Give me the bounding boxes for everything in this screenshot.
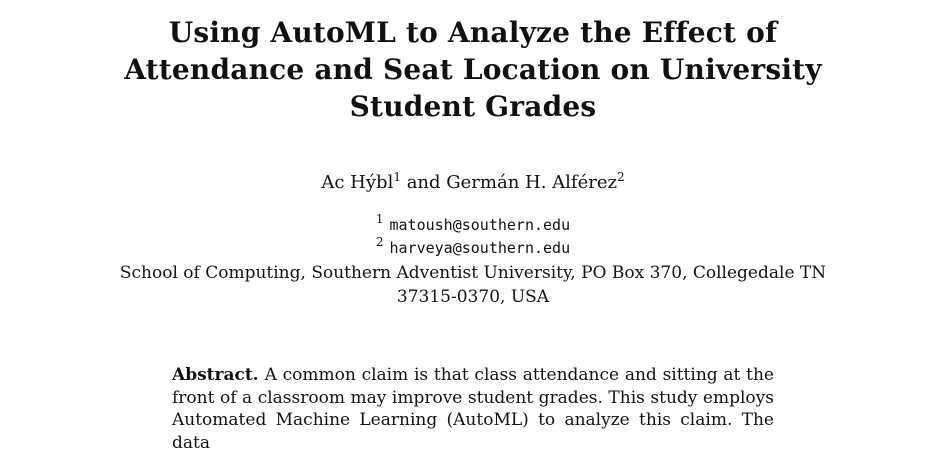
author-affiliation-mark-1: 1 (393, 170, 401, 184)
title-line-1: Using AutoML to Analyze the Effect of (168, 16, 778, 49)
email-mark-2: 2 (375, 235, 384, 249)
author-emails: 1 matoush@southern.edu 2 harveya@southern.… (0, 212, 946, 260)
abstract: Abstract. A common claim is that class at… (172, 364, 774, 454)
abstract-label: Abstract. (172, 365, 259, 385)
abstract-text: A common claim is that class attendance … (172, 365, 774, 453)
email-address-2[interactable]: harveya@southern.edu (389, 239, 571, 257)
author-name-2: Germán H. Alférez (446, 172, 617, 193)
author-conjunction: and (400, 172, 447, 193)
author-list: Ac Hýbl1 and Germán H. Alférez2 (0, 171, 946, 195)
title-line-3: Student Grades (349, 90, 597, 123)
affiliation: School of Computing, Southern Adventist … (119, 263, 827, 307)
author-name-1: Ac Hýbl (321, 172, 394, 193)
title-line-2: Attendance and Seat Location on Universi… (124, 53, 822, 86)
email-line-1: 1 matoush@southern.edu (0, 212, 946, 237)
paper-page: Using AutoML to Analyze the Effect of At… (0, 14, 946, 453)
paper-title: Using AutoML to Analyze the Effect of At… (0, 14, 946, 125)
email-address-1[interactable]: matoush@southern.edu (389, 216, 571, 234)
author-affiliation-mark-2: 2 (616, 170, 625, 184)
email-mark-1: 1 (375, 212, 384, 226)
email-line-2: 2 harveya@southern.edu (0, 235, 946, 260)
